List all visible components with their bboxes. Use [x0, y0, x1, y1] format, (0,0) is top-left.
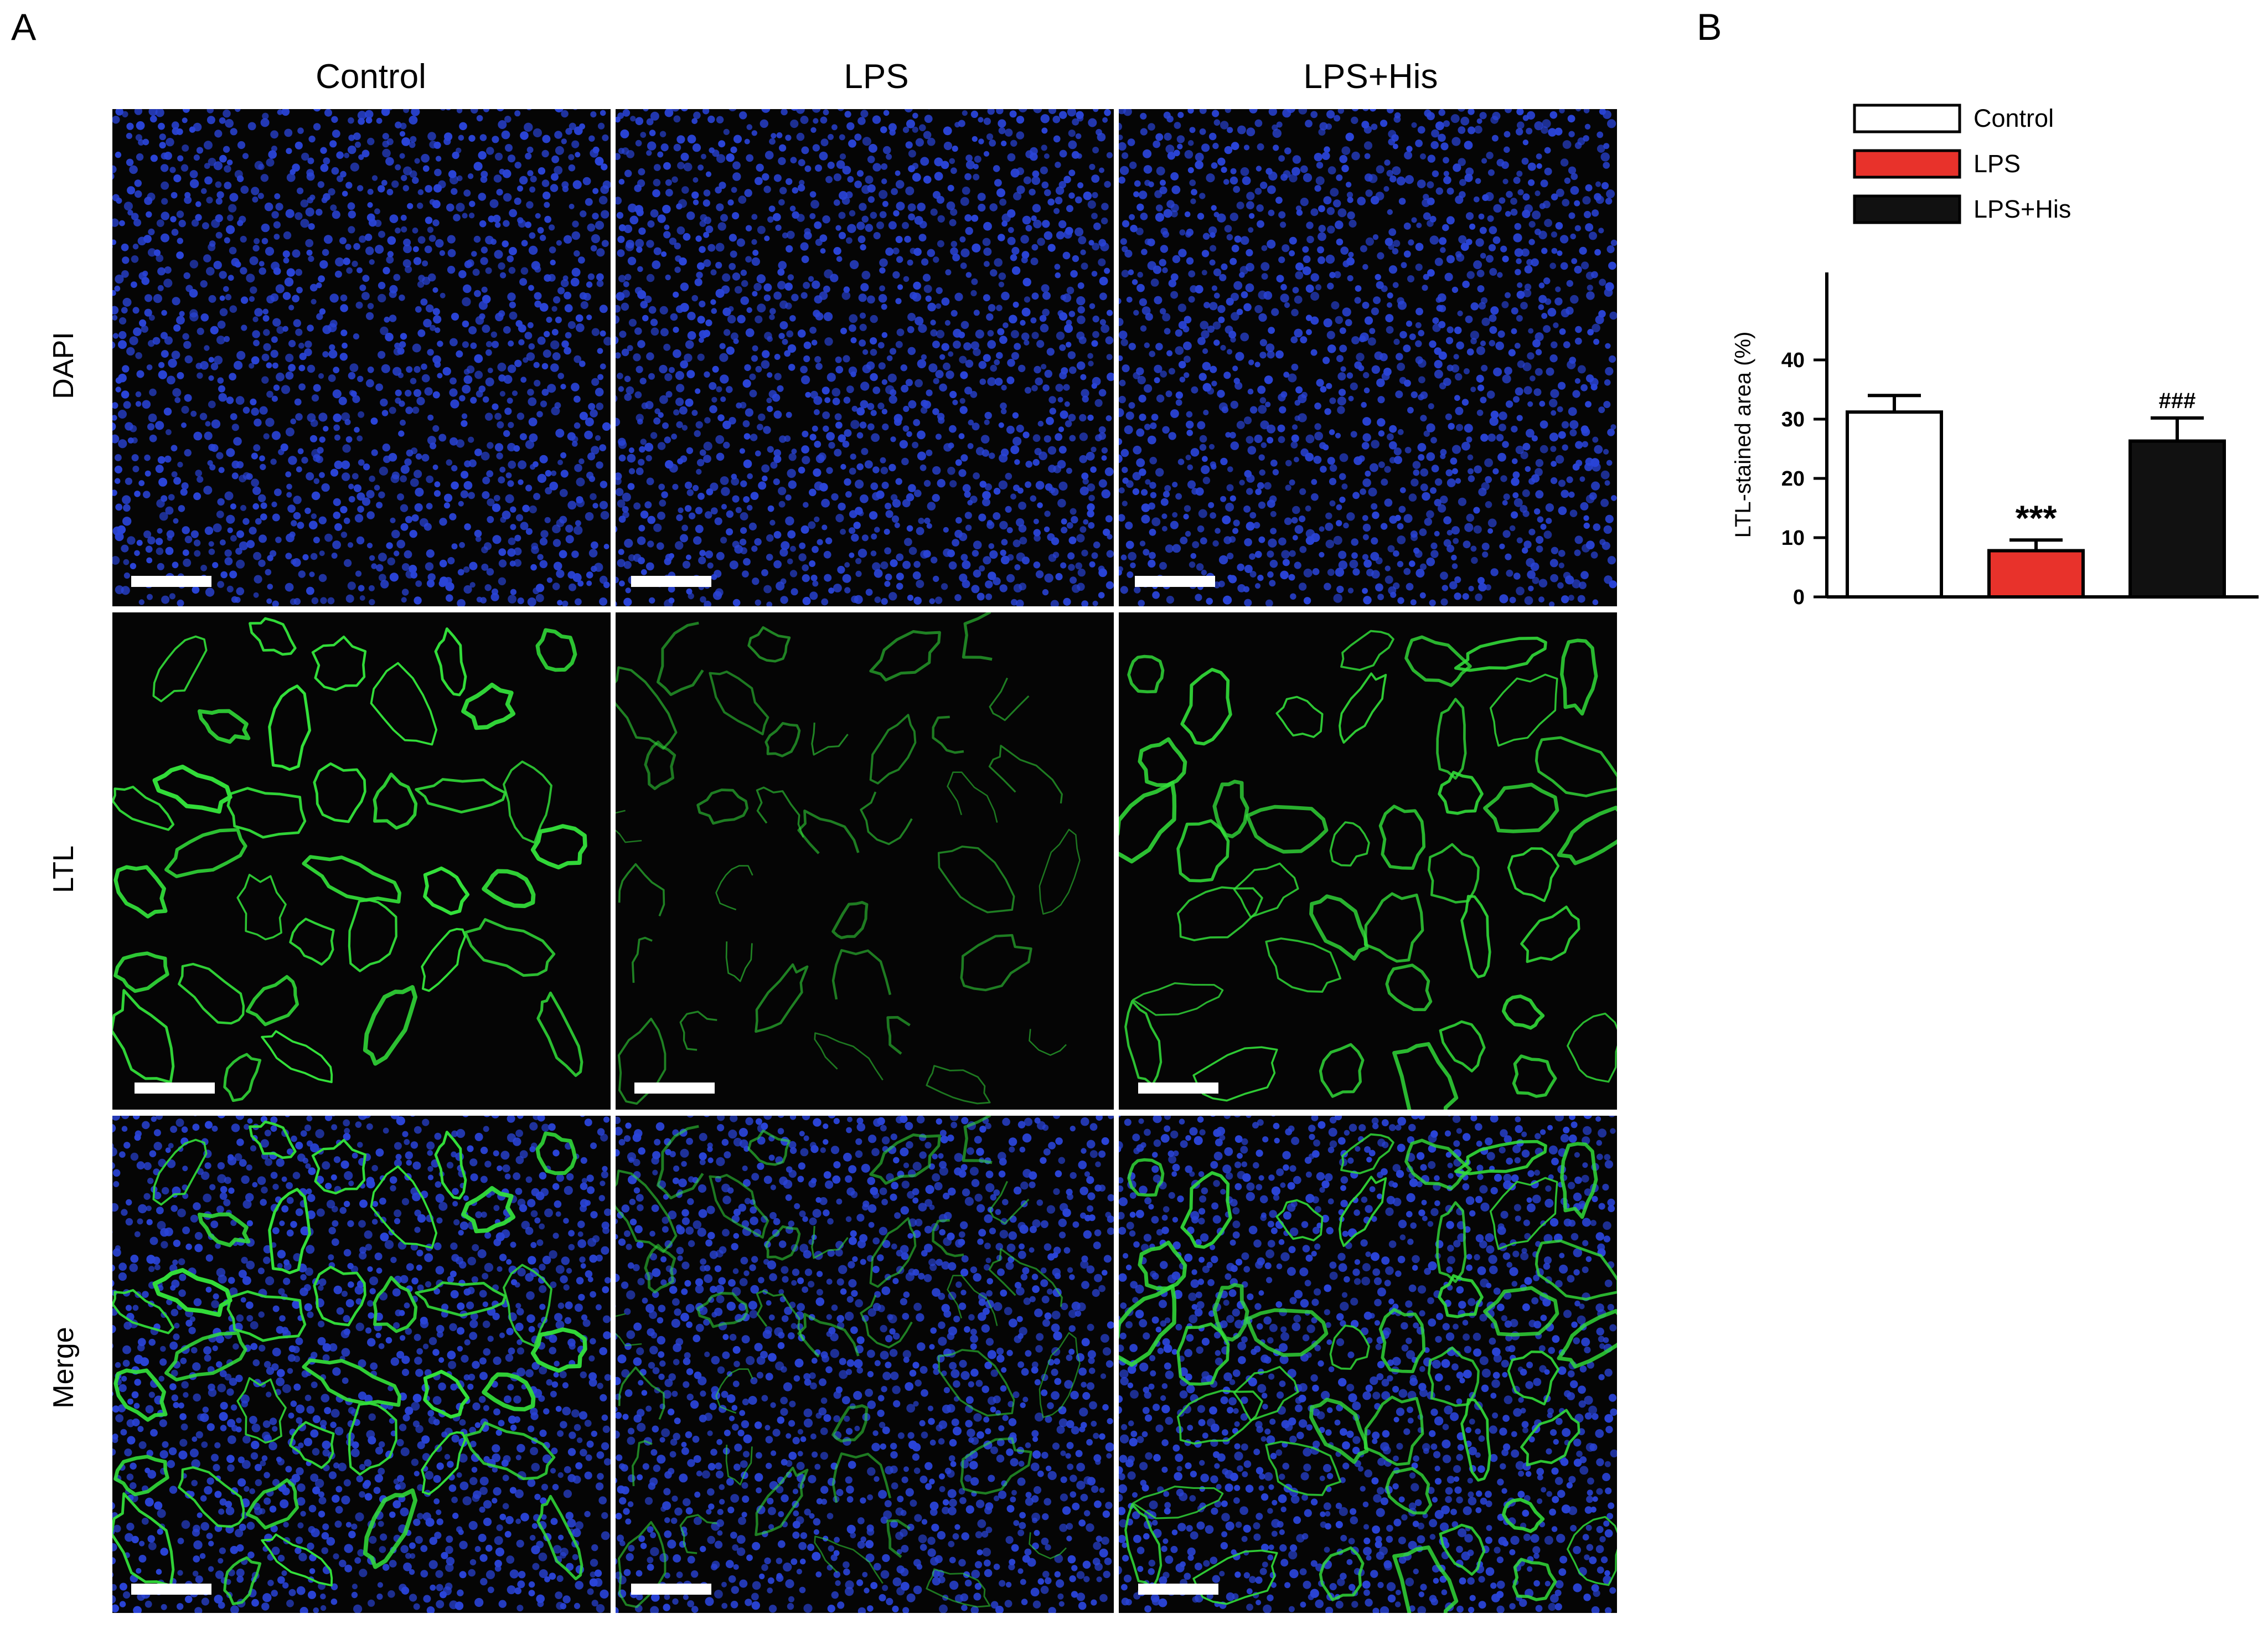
- panel-b-label: B: [1697, 6, 1722, 48]
- y-tick-label: 0: [1793, 586, 1805, 609]
- scale-bar: [1138, 1083, 1218, 1094]
- column-label-lps-his: LPS+His: [1303, 58, 1438, 96]
- y-tick-label: 10: [1781, 527, 1805, 550]
- column-label-control: Control: [316, 58, 426, 96]
- legend-swatch-control: [1853, 104, 1961, 133]
- legend-swatch-lps-his: [1853, 194, 1961, 224]
- significance-annotation: ###: [2159, 389, 2196, 413]
- scale-bar: [631, 1584, 711, 1595]
- legend-swatch-lps: [1853, 149, 1961, 179]
- significance-annotation: ***: [2016, 498, 2057, 538]
- legend-label-control: Control: [1973, 104, 2054, 132]
- scale-bar: [1135, 576, 1215, 587]
- row-label-dapi: DAPI: [48, 332, 80, 399]
- bar-lps-his: [2128, 439, 2226, 599]
- bar-control: [1846, 410, 1943, 599]
- column-label-lps: LPS: [844, 58, 909, 96]
- bars: *** ###: [1846, 389, 2226, 599]
- legend-label-lps: LPS: [1973, 150, 2021, 178]
- micrograph-dapi-lps: [616, 109, 1114, 606]
- micrograph-merge-lps: [616, 1116, 1114, 1613]
- y-tick-label: 30: [1781, 408, 1805, 431]
- micrograph-merge-lps-his: [1119, 1116, 1617, 1613]
- row-label-merge: Merge: [48, 1327, 80, 1409]
- panel-a-label: A: [11, 6, 37, 48]
- y-axis-title: LTL-stained area (%): [1731, 332, 1755, 538]
- scale-bar: [131, 576, 211, 587]
- micrograph-dapi-control: [112, 109, 611, 606]
- scale-bar: [1138, 1584, 1218, 1595]
- micrograph-ltl-control: [112, 612, 611, 1110]
- scale-bar: [131, 1584, 211, 1595]
- scale-bar: [631, 576, 711, 587]
- micrograph-ltl-lps-his: [1119, 612, 1617, 1110]
- micrograph-dapi-lps-his: [1119, 109, 1617, 606]
- legend-label-lps-his: LPS+His: [1973, 195, 2071, 223]
- row-label-ltl: LTL: [48, 846, 80, 893]
- chart-legend: Control LPS LPS+His: [1853, 104, 2071, 224]
- micrograph-ltl-lps: [616, 612, 1114, 1110]
- y-tick-label: 40: [1781, 349, 1805, 372]
- scale-bar: [634, 1083, 715, 1094]
- bar-lps: [1987, 549, 2085, 599]
- y-tick-label: 20: [1781, 467, 1805, 491]
- ltl-bar-chart: Control LPS LPS+His LTL-stained area (%)…: [1731, 104, 2259, 609]
- micrograph-merge-control: [112, 1116, 611, 1613]
- y-axis-ticks: 0 10 20 30 40: [1781, 349, 1827, 609]
- scale-bar: [135, 1083, 215, 1094]
